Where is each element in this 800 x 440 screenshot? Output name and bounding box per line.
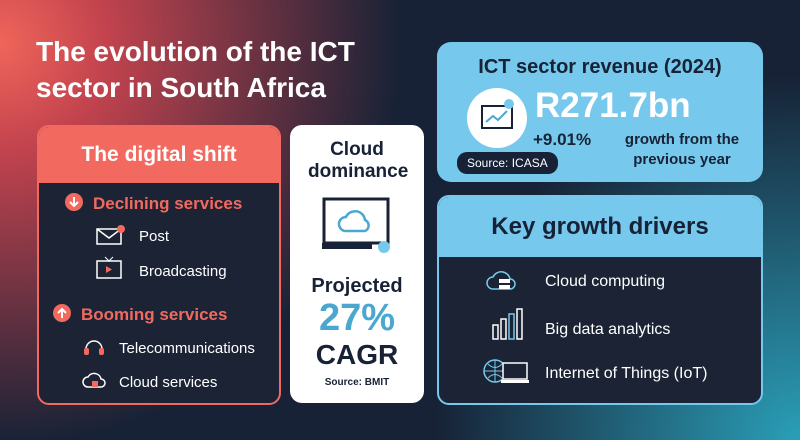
panel-title: Cloud dominance [308, 139, 409, 182]
growth-value: +9.01% [533, 130, 592, 149]
digital-shift-panel: The digital shift Declining services Pos… [37, 125, 281, 405]
list-item: Post [139, 228, 170, 245]
cagr-value: 27% [318, 297, 396, 339]
down-icon [65, 193, 83, 211]
declining-label: Declining services [93, 194, 243, 213]
source: Source: ICASA [457, 152, 558, 174]
drivers-panel: Key growth drivers Cloud computing Big d… [437, 195, 763, 405]
panel-title: ICT sector revenue (2024) [478, 56, 722, 78]
projected-label: Projected [311, 275, 403, 297]
revenue-icon [467, 88, 527, 148]
laptop-cloud-icon [322, 197, 390, 253]
panel-title: Key growth drivers [439, 197, 761, 257]
bars-icon [492, 308, 523, 340]
page-title: The evolution of the ICT sector in South… [36, 36, 355, 103]
list-item: Internet of Things (IoT) [545, 365, 708, 382]
cloud-server-icon [486, 271, 516, 290]
telecom-icon [84, 340, 104, 355]
revenue-amount: R271.7bn [535, 86, 691, 125]
growth-text: growth from the previous year [624, 131, 740, 168]
revenue-panel: ICT sector revenue (2024) R271.7bn +9.01… [437, 42, 763, 182]
list-item: Cloud services [119, 374, 218, 391]
list-item: Big data analytics [545, 321, 671, 338]
cloud-panel: Cloud dominance Projected 27% CAGR Sourc… [290, 125, 424, 403]
up-icon [53, 304, 71, 322]
source: Source: BMIT [324, 377, 390, 388]
list-item: Telecommunications [119, 340, 255, 357]
list-item: Cloud computing [545, 273, 666, 290]
post-icon [96, 225, 125, 245]
booming-label: Booming services [81, 305, 228, 324]
cloud-lock-icon [82, 372, 106, 388]
list-item: Broadcasting [139, 263, 227, 280]
broadcast-icon [96, 256, 122, 279]
panel-title: The digital shift [39, 127, 279, 183]
iot-icon [483, 359, 529, 383]
cagr-label: CAGR [315, 339, 399, 370]
